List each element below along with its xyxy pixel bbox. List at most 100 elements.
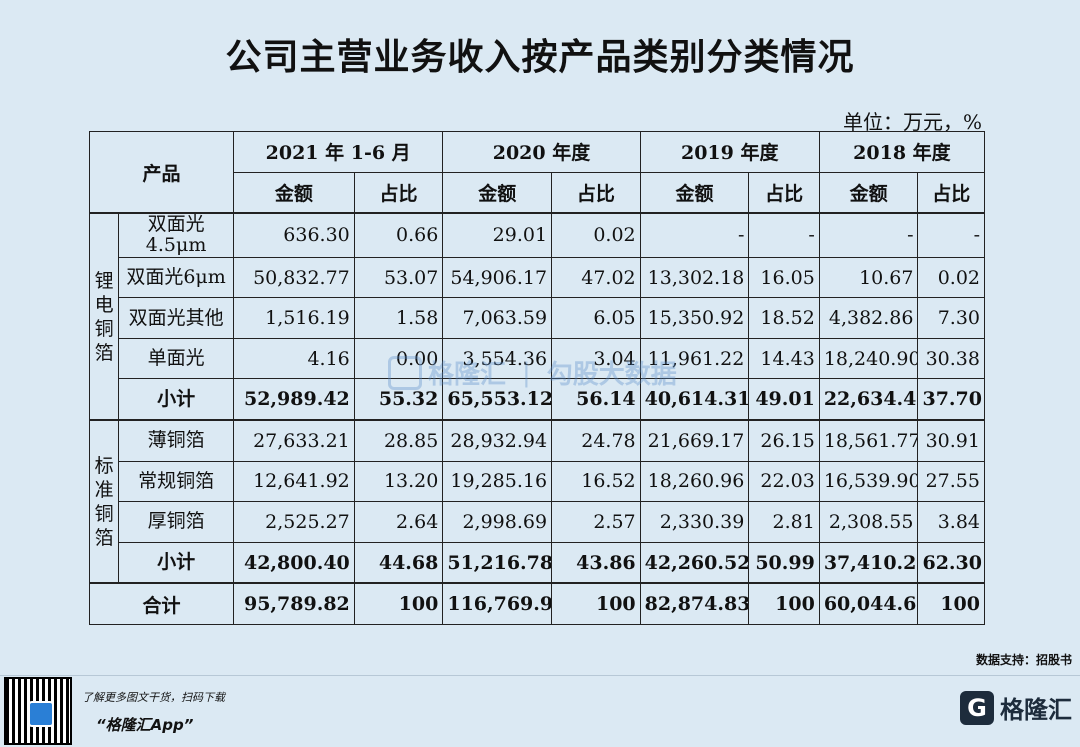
source-note: 数据支持：招股书 [975,653,1072,667]
product-name: 双面光6μm [118,256,234,299]
header-amount: 金额 [818,171,919,214]
amount-cell: 28,932.94 [442,419,553,462]
table-row: 常规铜箔 12,641.92 13.20 19,285.16 16.52 18,260.9… [90,460,985,503]
unit-label: 单位：万元，% [842,110,982,134]
product-name: 小计 [118,541,234,584]
amount-cell: 116,769.91 [442,582,553,626]
ratio-cell: 100 [353,582,444,626]
ratio-cell: 44.68 [353,541,444,584]
ratio-cell: 26.15 [748,419,820,462]
amount-cell: 2,330.39 [639,501,750,543]
amount-cell: 21,669.17 [639,419,750,462]
header-amount: 金额 [442,171,553,214]
header-ratio: 占比 [917,171,985,214]
ratio-cell: 2.81 [748,501,820,543]
amount-cell: 65,553.12 [442,378,553,421]
ratio-cell: 28.85 [353,419,444,462]
amount-cell: 2,998.69 [442,501,553,543]
group-label: 锂电铜箔 [88,212,120,421]
amount-cell: 7,063.59 [442,297,553,339]
header-period: 2020 年度 [442,131,641,173]
qr-logo-icon [28,701,54,727]
amount-cell: 27,633.21 [232,419,355,462]
amount-cell: 3,554.36 [442,337,553,380]
ratio-cell: 100 [551,582,641,626]
header-period: 2018 年度 [818,131,986,173]
table-row: 双面光其他 1,516.19 1.58 7,063.59 6.05 15,350.92 18… [90,297,985,339]
amount-cell: 636.30 [232,212,355,258]
ratio-cell: 14.43 [748,337,820,380]
ratio-cell: 0.02 [551,212,641,258]
ratio-cell: 50.99 [748,541,820,584]
ratio-cell: 0.02 [917,256,985,299]
ratio-cell: 0.00 [353,337,444,380]
ratio-cell: 16.52 [551,460,641,503]
header-row: 产品 2021 年 1-6 月 2020 年度 2019 年度 2018 年度 [89,131,986,214]
ratio-cell: 30.91 [917,419,985,462]
ratio-cell: 7.30 [917,297,985,339]
table-row: 单面光 4.16 0.00 3,554.36 3.04 11,961.22 14.43 18,… [90,337,985,380]
ratio-cell: - [917,212,985,258]
page-title: 公司主营业务收入按产品类别分类情况 [225,37,855,78]
group-name: 标准铜箔 [94,454,114,549]
ratio-cell: 2.57 [551,501,641,543]
ratio-cell: 37.70 [917,378,985,421]
ratio-cell: 22.03 [748,460,820,503]
subtotal-row: 小计 42,800.40 44.68 51,216.78 43.86 42,260.52 5… [90,541,985,584]
amount-cell: - [639,212,750,258]
header-period: 2021 年 1-6 月 [232,131,444,173]
table-row: 标准铜箔 薄铜箔 27,633.21 28.85 28,932.94 24.78 21,66… [88,419,985,584]
ratio-cell: 43.86 [551,541,641,584]
amount-cell: 29.01 [442,212,553,258]
ratio-cell: 0.66 [353,212,444,258]
table-row: 双面光6μm 50,832.77 53.07 54,906.17 47.02 13,302… [90,256,985,299]
ratio-cell: - [748,212,820,258]
amount-cell: 37,410.23 [818,541,919,584]
amount-cell: 4.16 [232,337,355,380]
amount-cell: 54,906.17 [442,256,553,299]
ratio-cell: 3.84 [917,501,985,543]
product-name: 双面光4.5μm [118,212,234,258]
header-subrow: 金额 占比 金额 占比 金额 占比 金额 占比 [90,171,985,214]
ratio-cell: 3.04 [551,337,641,380]
product-name: 单面光 [118,337,234,380]
ratio-cell: 53.07 [353,256,444,299]
footer-divider [0,675,1080,676]
amount-cell: 19,285.16 [442,460,553,503]
ratio-cell: 62.30 [917,541,985,584]
product-name: 薄铜箔 [118,419,234,462]
amount-cell: 42,800.40 [232,541,355,584]
ratio-cell: 24.78 [551,419,641,462]
ratio-cell: 47.02 [551,256,641,299]
amount-cell: 22,634.42 [818,378,919,421]
brand-g-icon: G [960,690,994,725]
amount-cell: - [818,212,919,258]
brand-name: 格隆汇 [1000,696,1072,724]
table-row: 厚铜箔 2,525.27 2.64 2,998.69 2.57 2,330.39 2.81 2… [90,501,985,543]
amount-cell: 12,641.92 [232,460,355,503]
amount-cell: 18,240.90 [818,337,919,380]
amount-cell: 4,382.86 [818,297,919,339]
product-name: 小计 [118,378,234,421]
ratio-cell: 1.58 [353,297,444,339]
amount-cell: 15,350.92 [639,297,750,339]
product-name: 双面光其他 [118,297,234,339]
ratio-cell: 100 [917,582,985,626]
revenue-table: 产品 2021 年 1-6 月 2020 年度 2019 年度 2018 年度 金额 占比金… [88,131,986,626]
promo-line: 了解更多图文干货，扫码下载 [82,691,225,704]
total-label: 合计 [89,582,234,626]
header-amount: 金额 [232,171,355,214]
amount-cell: 2,525.27 [232,501,355,543]
amount-cell: 18,561.77 [818,419,919,462]
amount-cell: 1,516.19 [232,297,355,339]
brand-logo: G 格隆汇 [960,690,1072,725]
header-period: 2019 年度 [639,131,820,173]
amount-cell: 52,989.42 [232,378,355,421]
amount-cell: 60,044.65 [818,582,919,626]
amount-cell: 18,260.96 [639,460,750,503]
header-amount: 金额 [639,171,750,214]
ratio-cell: 100 [748,582,820,626]
subtotal-row: 小计 52,989.42 55.32 65,553.12 56.14 40,614.31 4… [90,378,985,421]
amount-cell: 16,539.90 [818,460,919,503]
qr-code[interactable] [4,677,72,745]
